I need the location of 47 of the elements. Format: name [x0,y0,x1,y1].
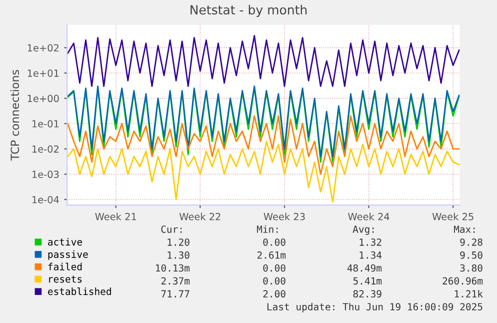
text: 2.00 [263,290,286,298]
line-series [67,115,460,175]
y-tick-label: 1e+01 [28,69,59,77]
text: 48.49m [347,264,382,272]
text: 10.13m [156,264,190,272]
legend-label: established [48,288,111,296]
x-tick-label: Week 22 [179,212,220,220]
text: Avg: [352,226,374,235]
text: Min: [256,225,278,233]
legend-label: resets [49,276,82,283]
text: Last update: Thu Jun 19 16:00:09 2025 [267,302,482,312]
text: 82.39 [353,290,382,298]
text: 0.00 [263,264,286,272]
line-series [67,140,460,203]
text: Max: [454,226,475,233]
y-tick-label: 1e-04 [32,196,59,204]
legend-label: failed [48,262,82,270]
text: 1.20 [168,238,190,246]
x-tick-label: Week 24 [348,212,390,220]
text: 5.41m [353,277,382,285]
text: 9.50 [460,251,482,259]
text: 2.37m [161,277,190,285]
y-tick-label: 1e-02 [32,145,58,153]
y-tick-label: 1e+02 [28,44,58,52]
y-tick-label: 1e+00 [28,94,59,102]
text: 1.30 [168,251,190,259]
x-tick-label: Week 21 [95,212,136,220]
text: 1.34 [360,251,382,259]
legend-label: passive [48,250,88,260]
chart-title: Netstat - by month [190,4,307,17]
text: Cur: [161,226,182,233]
text: 1.21k [454,290,483,298]
text: 2.61m [257,251,286,259]
text: 0.00 [263,277,286,285]
x-tick-label: Week 25 [432,212,474,220]
y-tick-label: 1e-03 [32,170,59,178]
text: 9.28 [460,238,482,246]
y-axis-title: TCP connections [10,70,20,161]
text: 3.80 [460,264,482,272]
legend-label: active [48,238,82,246]
y-tick-label: 1e-01 [32,120,59,128]
text: 1.32 [360,238,382,246]
text: 0.00 [263,238,286,246]
x-tick-label: Week 23 [264,212,305,220]
text: 71.77 [161,290,190,298]
text: 260.96m [442,277,483,285]
line-series [67,34,460,87]
